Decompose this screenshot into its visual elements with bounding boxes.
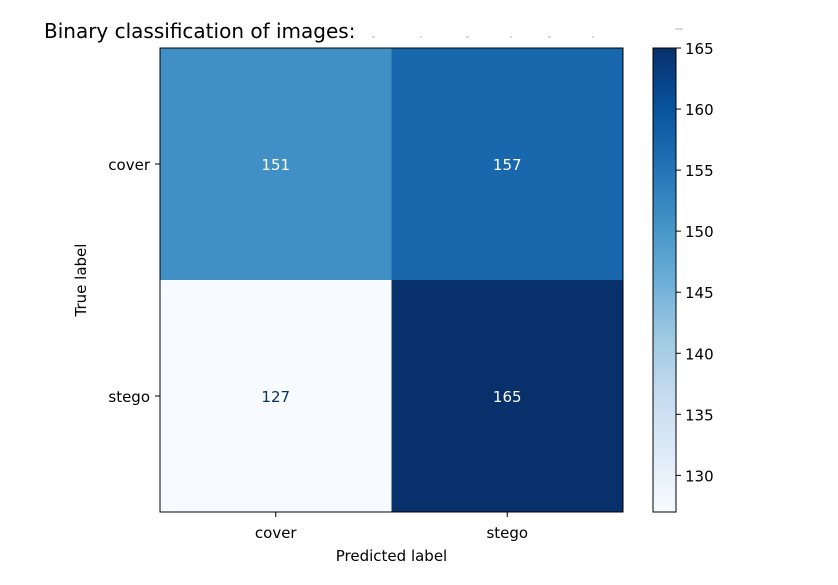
y-tick-label: stego xyxy=(108,388,150,406)
colorbar-tick-label: 145 xyxy=(685,284,714,302)
y-axis-ticks: cover stego xyxy=(108,156,160,406)
cell-value-label: 127 xyxy=(261,388,290,406)
cell-value-label: 157 xyxy=(493,156,522,174)
x-tick-label: cover xyxy=(255,524,298,542)
colorbar xyxy=(652,47,677,513)
heatmap-cells xyxy=(160,48,623,512)
y-tick-label: cover xyxy=(108,156,151,174)
colorbar-tick-label: 150 xyxy=(685,223,714,241)
colorbar-tick-label: 160 xyxy=(685,101,714,119)
cell-value-label: 151 xyxy=(261,156,290,174)
colorbar-tick-label: 130 xyxy=(685,467,714,485)
colorbar-ticks: 130 135 140 145 150 155 160 165 xyxy=(676,40,714,485)
heatmap-cell-stego-cover xyxy=(160,280,392,512)
plot-frame xyxy=(159,47,624,513)
cell-value-label: 165 xyxy=(493,388,522,406)
heatmap-cell-cover-cover xyxy=(160,48,392,280)
chart-title: Binary classification of images: xyxy=(44,19,355,43)
y-axis-label: True label xyxy=(72,244,90,318)
heatmap-cell-stego-stego xyxy=(391,280,623,512)
x-tick-label: stego xyxy=(486,524,528,542)
colorbar-tick-label: 140 xyxy=(685,345,714,363)
redacted-title-remnant xyxy=(372,28,683,38)
x-axis-ticks: cover stego xyxy=(255,512,528,542)
heatmap-cell-labels: 151 157 127 165 xyxy=(261,156,521,406)
colorbar-tick-label: 155 xyxy=(685,162,714,180)
heatmap-cell-cover-stego xyxy=(391,48,623,280)
colorbar-tick-label: 165 xyxy=(685,40,714,58)
x-axis-label: Predicted label xyxy=(336,547,447,565)
colorbar-tick-label: 135 xyxy=(685,406,714,424)
